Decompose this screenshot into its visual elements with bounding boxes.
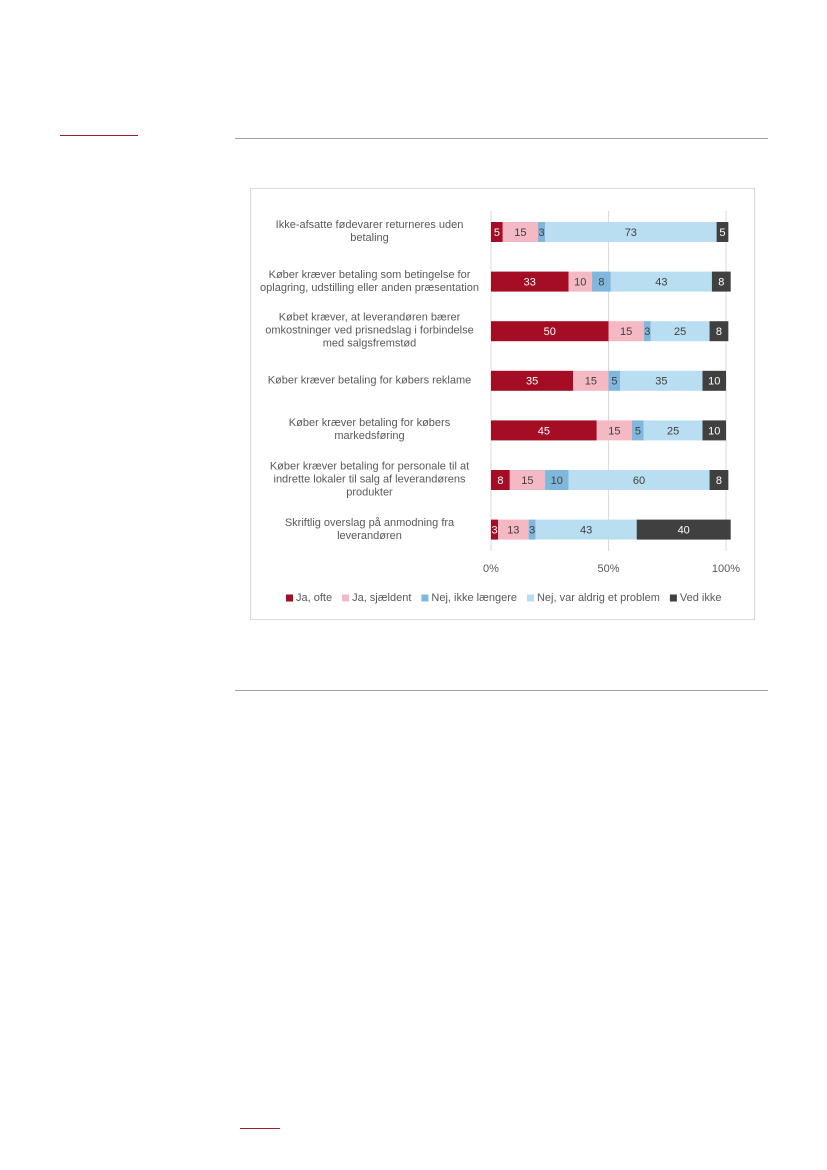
bar-segment [535, 519, 637, 540]
bar-segment [608, 370, 621, 391]
bar-segment [632, 420, 644, 441]
bar-segment [709, 321, 729, 342]
data-label: 73 [625, 227, 637, 239]
legend-label: Ved ikke [680, 592, 722, 604]
bar-segment [502, 222, 538, 242]
section-rule [235, 138, 768, 139]
data-label: 43 [580, 525, 592, 537]
legend-swatch [421, 594, 429, 602]
data-label: 15 [585, 376, 597, 388]
bar-segment [491, 271, 569, 292]
data-label: 15 [620, 326, 632, 338]
bar-segment [620, 370, 703, 391]
bar-segment [592, 271, 611, 292]
data-label: 8 [718, 277, 724, 289]
data-label: 10 [708, 425, 720, 437]
bar-segment [643, 420, 703, 441]
chart: 0% 50% 100%5 15 3 73 533 10 8 43 850 15 3 25 835 15 5 35 1… [286, 211, 740, 604]
bar-segment [636, 519, 731, 540]
legend-swatch [669, 594, 677, 602]
data-label: 60 [633, 475, 645, 487]
data-label: 5 [494, 227, 500, 239]
bar-segment [610, 271, 712, 292]
data-label: 3 [491, 525, 497, 537]
bar-segment [509, 470, 546, 490]
data-label: 50 [544, 326, 556, 338]
category-label: Køber kræver betaling for personale til … [269, 460, 470, 499]
data-label: 25 [667, 425, 679, 437]
data-label: 43 [655, 277, 667, 289]
data-label: 8 [716, 326, 722, 338]
data-label: 8 [497, 475, 503, 487]
data-label: 40 [678, 525, 690, 537]
data-label: 3 [529, 525, 535, 537]
legend-label: Ja, ofte [296, 592, 332, 604]
bar-segment [538, 222, 546, 242]
category-label: Køber kræver betaling for købers reklame [267, 374, 472, 387]
category-label: Køber kræver betaling for købers markeds… [288, 417, 451, 443]
section-rule [235, 690, 768, 691]
x-tick-label: 100% [712, 563, 740, 575]
data-label: 10 [708, 376, 720, 388]
data-label: 8 [598, 277, 604, 289]
legend-swatch [342, 594, 350, 602]
legend-label: Ja, sjældent [352, 592, 411, 604]
data-label: 10 [551, 475, 563, 487]
bar-segment [545, 470, 569, 490]
bar-segment [573, 370, 609, 391]
bar-segment [702, 370, 726, 391]
data-label: 5 [611, 376, 617, 388]
category-label: Ikke-afsatte fødevarer returneres uden b… [275, 219, 464, 244]
data-label: 33 [524, 277, 536, 289]
bar-segment [568, 271, 593, 292]
category-label: Køber kræver betaling som betingelse for… [260, 268, 479, 294]
data-label: 10 [574, 277, 586, 289]
bar-segment [568, 470, 710, 490]
data-label: 13 [507, 525, 519, 537]
legend-label: Nej, var aldrig et problem [537, 592, 660, 604]
bar-segment [643, 321, 651, 342]
bar-segment [491, 321, 609, 342]
bar-segment [491, 222, 503, 242]
data-label: 5 [635, 425, 641, 437]
data-label: 35 [655, 376, 667, 388]
bar-segment [528, 519, 536, 540]
bar-segment [491, 470, 510, 490]
data-label: 5 [719, 227, 725, 239]
accent-rule [240, 1128, 280, 1129]
legend-swatch [526, 594, 534, 602]
x-tick-label: 0% [483, 563, 499, 575]
legend-label: Nej, ikke længere [431, 592, 517, 604]
bar-segment [716, 222, 729, 242]
data-label: 3 [644, 326, 650, 338]
bar-segment [709, 470, 729, 490]
legend-swatch [286, 594, 293, 602]
data-label: 25 [674, 326, 686, 338]
bar-segment [711, 271, 731, 292]
chart-frame: 0% 50% 100% 5 15 3 73 5 33 10 8 43 8 50 15 3 25 8 35 15 5 35 1… [250, 188, 755, 620]
bar-segment [491, 370, 574, 391]
x-tick-label: 50% [597, 563, 619, 575]
bar-segment [702, 420, 726, 441]
bar-segment [491, 519, 499, 540]
data-label: 35 [526, 376, 538, 388]
accent-rule [60, 135, 138, 136]
bar-segment [545, 222, 717, 242]
category-label: Købet kræver, at leverandøren bærer omko… [265, 311, 474, 350]
bar-segment [650, 321, 710, 342]
bar-segment [596, 420, 632, 441]
data-label: 15 [514, 227, 526, 239]
category-label: Skriftlig overslag på anmodning fra leve… [284, 516, 455, 542]
data-label: 8 [716, 475, 722, 487]
bar-segment [498, 519, 529, 540]
data-label: 15 [521, 475, 533, 487]
bar-segment [608, 321, 644, 342]
data-label: 15 [608, 425, 620, 437]
data-label: 3 [538, 227, 544, 239]
bar-segment [491, 420, 597, 441]
data-label: 45 [538, 425, 550, 437]
